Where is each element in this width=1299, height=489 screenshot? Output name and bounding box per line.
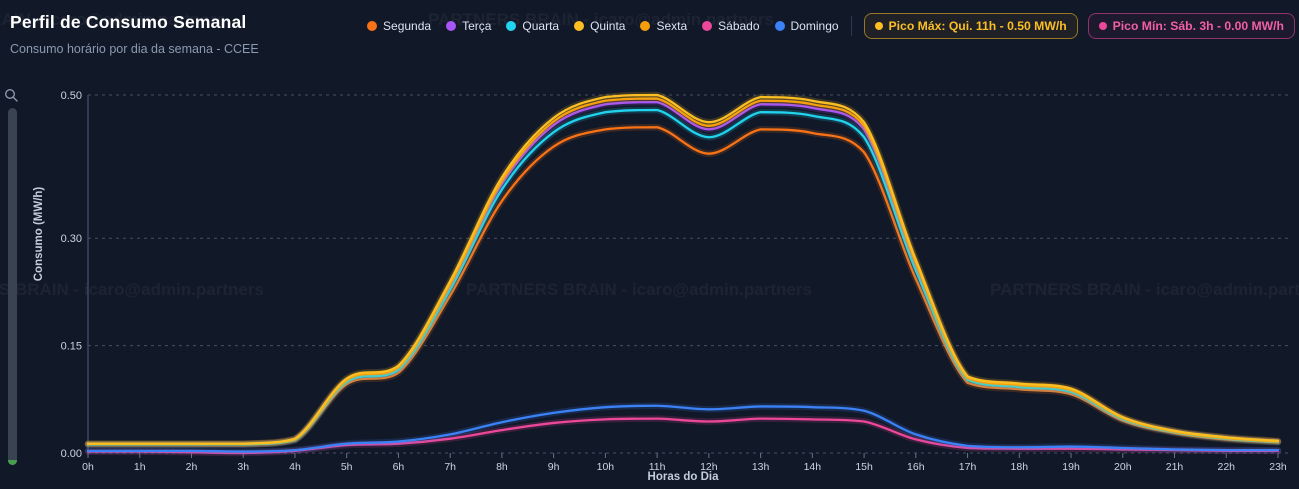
y-tick-label: 0.15 bbox=[61, 341, 82, 353]
x-tick-label: 12h bbox=[700, 461, 718, 473]
x-tick-label: 0h bbox=[82, 461, 94, 473]
peak-min-dot-icon bbox=[1098, 22, 1107, 30]
x-tick-label: 20h bbox=[1114, 461, 1132, 473]
legend-item-sábado[interactable]: Sábado bbox=[702, 19, 760, 33]
series-line-quarta[interactable] bbox=[86, 108, 1280, 446]
x-tick-label: 17h bbox=[959, 461, 977, 473]
legend-dot-icon bbox=[367, 21, 378, 31]
legend-item-sexta[interactable]: Sexta bbox=[640, 19, 687, 33]
series-glow bbox=[84, 98, 1282, 448]
peak-max-label: Pico Máx: Qui. 11h - 0.50 MW/h bbox=[888, 19, 1067, 33]
x-tick-label: 3h bbox=[237, 461, 249, 473]
legend-item-domingo[interactable]: Domingo bbox=[774, 19, 839, 33]
legend-label: Quinta bbox=[590, 19, 626, 33]
x-tick-label: 4h bbox=[289, 461, 301, 473]
legend-label: Segunda bbox=[383, 19, 432, 33]
y-axis-title: Consumo (MW/h) bbox=[33, 187, 45, 282]
legend-label: Sexta bbox=[656, 19, 688, 33]
x-tick-label: 1h bbox=[134, 461, 146, 473]
chart-legend: Segunda Terça Quarta Quinta Sexta Sábado Domin… bbox=[367, 19, 839, 33]
x-tick-label: 6h bbox=[393, 461, 405, 473]
legend-label: Sábado bbox=[718, 19, 760, 33]
legend-divider bbox=[850, 16, 852, 36]
legend-label: Domingo bbox=[790, 19, 839, 33]
x-tick-label: 21h bbox=[1166, 461, 1184, 473]
x-tick-label: 19h bbox=[1062, 461, 1080, 473]
page-subtitle: Consumo horário por dia da semana - CCEE bbox=[10, 42, 259, 56]
legend-label: Terça bbox=[462, 19, 492, 33]
legend-dot-icon bbox=[506, 21, 517, 31]
x-tick-label: 7h bbox=[444, 461, 456, 473]
legend-item-terça[interactable]: Terça bbox=[446, 19, 491, 33]
legend-dot-icon bbox=[574, 21, 585, 31]
x-axis-title: Horas do Dia bbox=[648, 471, 720, 483]
vertical-zoom-slider[interactable] bbox=[8, 108, 17, 465]
x-tick-label: 14h bbox=[804, 461, 822, 473]
series-line-quinta[interactable] bbox=[86, 93, 1280, 445]
series-line-sexta[interactable] bbox=[86, 97, 1280, 445]
y-tick-label: 0.50 bbox=[61, 90, 82, 102]
x-tick-label: 15h bbox=[855, 461, 873, 473]
series-line-terça[interactable] bbox=[86, 101, 1280, 446]
series-line-domingo[interactable] bbox=[86, 404, 1280, 453]
zoom-search-icon[interactable] bbox=[4, 88, 19, 103]
chart-toolbar bbox=[0, 84, 24, 489]
series-glow bbox=[84, 123, 1282, 448]
x-tick-label: 22h bbox=[1217, 461, 1235, 473]
legend-item-quarta[interactable]: Quarta bbox=[506, 19, 559, 33]
legend-item-quinta[interactable]: Quinta bbox=[574, 19, 625, 33]
series-glow bbox=[84, 106, 1282, 448]
legend-dot-icon bbox=[640, 21, 651, 31]
series-glow bbox=[84, 91, 1282, 447]
slider-handle[interactable] bbox=[8, 460, 17, 465]
legend-item-segunda[interactable]: Segunda bbox=[367, 19, 431, 33]
series-line-segunda[interactable] bbox=[86, 126, 1280, 446]
x-tick-label: 9h bbox=[548, 461, 560, 473]
peak-min-label: Pico Mín: Sáb. 3h - 0.00 MW/h bbox=[1112, 19, 1284, 33]
legend-label: Quarta bbox=[522, 19, 560, 33]
series-glow bbox=[84, 95, 1282, 447]
chart-header: Perfil de Consumo Semanal Consumo horári… bbox=[0, 0, 1299, 84]
x-tick-label: 5h bbox=[341, 461, 353, 473]
x-tick-label: 10h bbox=[597, 461, 615, 473]
x-tick-label: 13h bbox=[752, 461, 770, 473]
peak-max-dot-icon bbox=[874, 22, 883, 30]
peak-min-badge: Pico Mín: Sáb. 3h - 0.00 MW/h bbox=[1087, 13, 1295, 39]
x-tick-label: 8h bbox=[496, 461, 508, 473]
legend-dot-icon bbox=[774, 21, 785, 31]
x-tick-label: 2h bbox=[186, 461, 198, 473]
peak-max-badge: Pico Máx: Qui. 11h - 0.50 MW/h bbox=[863, 13, 1078, 39]
x-tick-label: 23h bbox=[1269, 461, 1287, 473]
x-tick-label: 16h bbox=[907, 461, 925, 473]
x-tick-label: 11h bbox=[649, 461, 666, 473]
y-tick-label: 0.00 bbox=[61, 448, 82, 460]
y-tick-label: 0.30 bbox=[61, 233, 82, 245]
page-title: Perfil de Consumo Semanal bbox=[10, 12, 247, 32]
x-tick-label: 18h bbox=[1011, 461, 1029, 473]
legend-dot-icon bbox=[446, 21, 457, 31]
legend-dot-icon bbox=[702, 21, 713, 31]
